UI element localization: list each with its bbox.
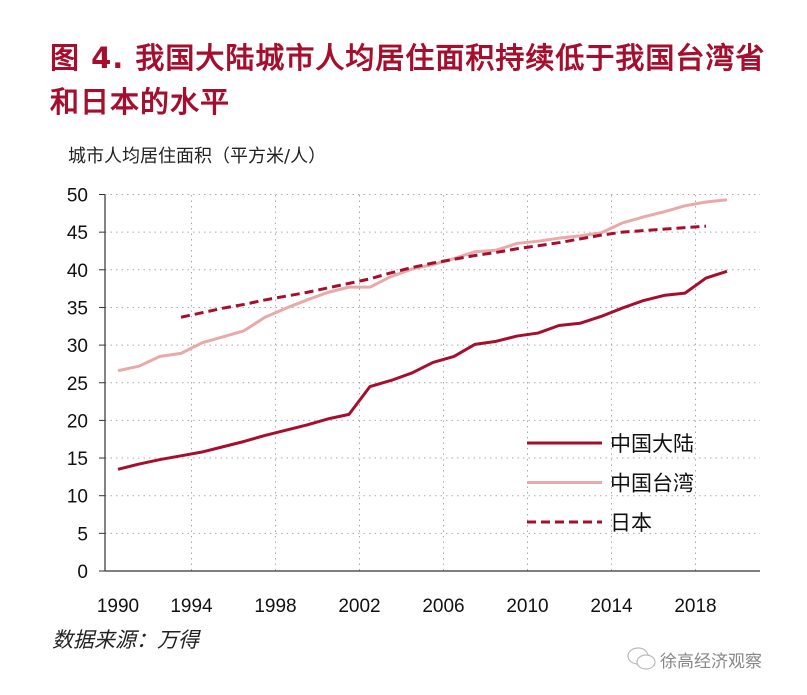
y-tick-label: 25	[67, 374, 88, 395]
y-tick-label: 15	[67, 449, 88, 470]
y-tick-label: 45	[67, 223, 88, 244]
x-tick-label: 2010	[506, 596, 548, 617]
x-tick-label: 1990	[97, 596, 139, 617]
x-tick-label: 2002	[338, 596, 380, 617]
y-axis-label: 城市人均居住面积（平方米/人）	[68, 146, 327, 167]
wechat-icon	[627, 647, 656, 670]
y-tick-label: 30	[67, 336, 88, 357]
legend-label: 中国台湾	[610, 472, 694, 496]
source-note: 数据来源：万得	[52, 628, 199, 652]
x-tick-label: 2018	[674, 596, 716, 617]
y-tick-label: 5	[77, 524, 88, 545]
y-tick-label: 50	[67, 186, 88, 207]
legend-label: 中国大陆	[610, 432, 694, 456]
legend-label: 日本	[610, 511, 652, 535]
chart-title: 图 4. 我国大陆城市人均居住面积持续低于我国台湾省和日本的水平	[50, 41, 766, 119]
watermark: 徐高经济观察	[660, 652, 762, 672]
y-tick-label: 0	[77, 562, 88, 583]
x-tick-label: 1994	[170, 596, 213, 617]
x-tick-label: 2006	[422, 596, 464, 617]
series-line-1	[117, 198, 728, 373]
y-tick-label: 40	[67, 261, 88, 282]
x-tick-label: 2014	[590, 596, 633, 617]
y-tick-label: 35	[67, 298, 88, 319]
y-tick-label: 10	[67, 487, 88, 508]
series-line-2	[180, 224, 707, 319]
x-tick-label: 1998	[254, 596, 296, 617]
series-line-0	[117, 269, 728, 471]
y-tick-label: 20	[67, 411, 88, 432]
